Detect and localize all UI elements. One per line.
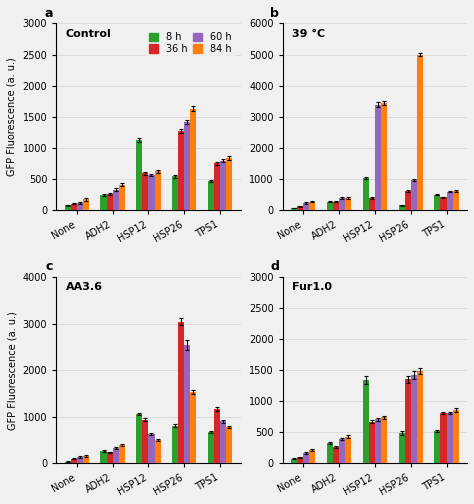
Bar <box>136 140 142 210</box>
Bar <box>447 413 453 464</box>
Bar <box>208 432 214 464</box>
Bar <box>214 163 220 210</box>
Text: 39 °C: 39 °C <box>292 29 325 39</box>
Bar <box>399 205 405 210</box>
Bar <box>333 202 339 210</box>
Bar <box>64 205 71 210</box>
Bar <box>136 414 142 464</box>
Y-axis label: GFP Fluorescence (a. u.): GFP Fluorescence (a. u.) <box>7 311 17 429</box>
Bar <box>220 421 226 464</box>
Bar <box>191 392 196 464</box>
Bar <box>226 427 232 464</box>
Bar <box>155 171 161 210</box>
Bar <box>399 433 405 464</box>
Text: Control: Control <box>65 29 111 39</box>
Bar <box>77 457 83 464</box>
Text: Fur1.0: Fur1.0 <box>292 282 332 292</box>
Bar <box>220 161 226 210</box>
Bar <box>303 453 310 464</box>
Bar <box>333 447 339 464</box>
Bar <box>148 434 155 464</box>
Bar <box>142 173 148 210</box>
Bar <box>142 420 148 464</box>
Bar <box>208 181 214 210</box>
Bar <box>453 191 459 210</box>
Bar <box>375 105 381 210</box>
Bar <box>100 451 107 464</box>
Text: a: a <box>44 7 53 20</box>
Bar <box>363 380 369 464</box>
Bar <box>345 436 351 464</box>
Bar <box>339 439 345 464</box>
Bar <box>434 195 440 210</box>
Bar <box>83 456 89 464</box>
Bar <box>113 190 118 210</box>
Bar <box>310 202 316 210</box>
Bar <box>107 453 113 464</box>
Bar <box>410 180 417 210</box>
Bar <box>172 426 178 464</box>
Bar <box>148 175 155 210</box>
Bar <box>405 191 410 210</box>
Bar <box>113 448 118 464</box>
Bar <box>410 375 417 464</box>
Bar <box>184 345 191 464</box>
Bar <box>327 443 333 464</box>
Bar <box>155 439 161 464</box>
Bar <box>291 208 297 210</box>
Bar <box>178 322 184 464</box>
Bar <box>417 54 423 210</box>
Bar <box>381 417 387 464</box>
Bar <box>83 200 89 210</box>
Bar <box>100 195 107 210</box>
Bar <box>77 203 83 210</box>
Bar <box>447 192 453 210</box>
Bar <box>172 176 178 210</box>
Bar <box>214 409 220 464</box>
Bar <box>453 410 459 464</box>
Bar <box>118 445 125 464</box>
Bar <box>363 178 369 210</box>
Bar <box>381 103 387 210</box>
Bar <box>417 371 423 464</box>
Legend: 8 h, 36 h, 60 h, 84 h: 8 h, 36 h, 60 h, 84 h <box>145 28 236 58</box>
Bar <box>184 122 191 210</box>
Bar <box>327 202 333 210</box>
Text: c: c <box>45 260 53 273</box>
Bar <box>118 184 125 210</box>
Bar <box>64 462 71 464</box>
Bar <box>178 131 184 210</box>
Bar <box>297 457 303 464</box>
Text: AA3.6: AA3.6 <box>65 282 102 292</box>
Bar <box>345 198 351 210</box>
Bar <box>291 459 297 464</box>
Bar <box>71 204 77 210</box>
Bar <box>226 158 232 210</box>
Bar <box>107 194 113 210</box>
Bar <box>440 413 447 464</box>
Bar <box>297 206 303 210</box>
Text: b: b <box>270 7 279 20</box>
Bar <box>310 451 316 464</box>
Bar <box>303 203 310 210</box>
Bar <box>440 197 447 210</box>
Bar <box>369 198 375 210</box>
Bar <box>369 422 375 464</box>
Bar <box>375 419 381 464</box>
Bar <box>339 198 345 210</box>
Bar <box>434 431 440 464</box>
Y-axis label: GFP Fluorescence (a. u.): GFP Fluorescence (a. u.) <box>7 57 17 176</box>
Bar <box>71 459 77 464</box>
Text: d: d <box>270 260 279 273</box>
Bar <box>191 109 196 210</box>
Bar <box>405 380 410 464</box>
